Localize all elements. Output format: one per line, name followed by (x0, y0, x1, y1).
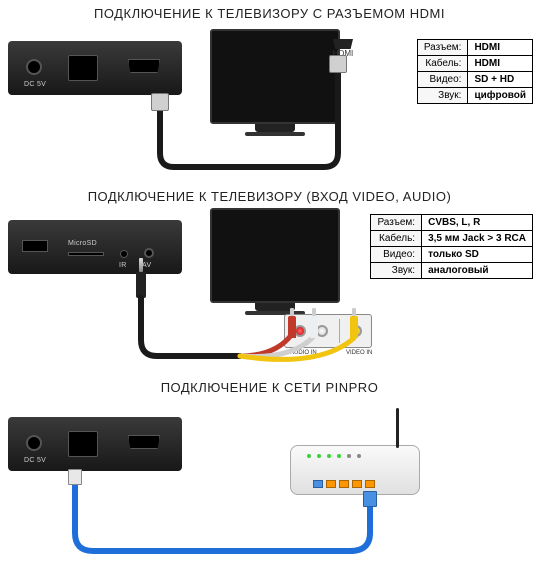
section2-title: ПОДКЛЮЧЕНИЕ К ТЕЛЕВИЗОРУ (ВХОД VIDEO, AU… (0, 183, 539, 208)
t2r4v: аналоговый (422, 263, 533, 279)
t1r1k: Разъем: (417, 40, 468, 56)
t1r2v: HDMI (468, 56, 533, 72)
cable-hdmi (0, 25, 360, 185)
t2r1v: CVBS, L, R (422, 215, 533, 231)
diagram-av: MicroSD IR AV AUDIO IN VIDEO IN Разъем:C… (0, 208, 539, 378)
t1r2k: Кабель: (417, 56, 468, 72)
t1r3k: Видео: (417, 72, 468, 88)
t2r3v: только SD (422, 247, 533, 263)
t1r4k: Звук: (417, 88, 468, 104)
cable-ethernet (0, 399, 440, 571)
section3-title: ПОДКЛЮЧЕНИЕ К СЕТИ PINPRO (0, 378, 539, 399)
diagram-net: DC 5V (0, 399, 539, 571)
t1r4v: цифровой (468, 88, 533, 104)
spec-table-av: Разъем:CVBS, L, R Кабель:3,5 мм Jack > 3… (370, 214, 533, 279)
t1r3v: SD + HD (468, 72, 533, 88)
hdmi-plug-stb (151, 93, 169, 111)
rca-plug-yellow (350, 316, 358, 338)
rj45-plug-stb (68, 469, 82, 485)
t1r1v: HDMI (468, 40, 533, 56)
rj45-plug-router (363, 491, 377, 507)
rca-plug-white (310, 316, 318, 338)
t2r2v: 3,5 мм Jack > 3 RCA (422, 231, 533, 247)
rca-plug-red (288, 316, 296, 338)
hdmi-plug-tv (329, 55, 347, 73)
diagram-hdmi: DC 5V HDMI Разъем:HDMI Кабель:HDMI Видео… (0, 25, 539, 183)
spec-table-hdmi: Разъем:HDMI Кабель:HDMI Видео:SD + HD Зв… (417, 39, 533, 104)
section1-title: ПОДКЛЮЧЕНИЕ К ТЕЛЕВИЗОРУ С РАЗЪЕМОМ HDMI (0, 0, 539, 25)
cable-av (0, 208, 380, 380)
